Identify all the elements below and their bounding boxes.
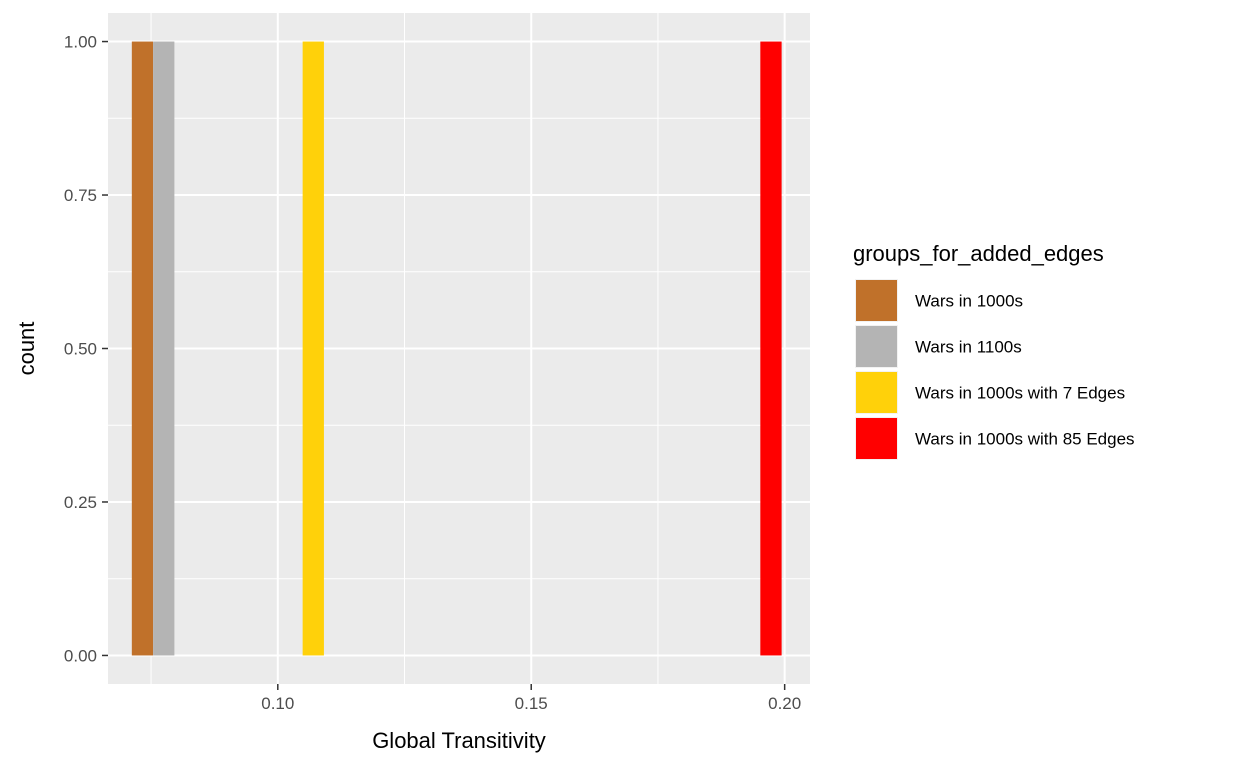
bar <box>760 41 782 656</box>
bar <box>131 41 154 656</box>
legend-label: Wars in 1000s with 7 Edges <box>915 384 1125 403</box>
x-tick-label: 0.15 <box>515 694 548 713</box>
legend-items: Wars in 1000s Wars in 1100s Wars in 1000s … <box>855 279 1135 460</box>
legend-title: groups_for_added_edges <box>853 241 1104 266</box>
x-tick-label: 0.20 <box>768 694 801 713</box>
y-tick-label: 0.00 <box>64 646 97 665</box>
legend-key <box>856 326 897 367</box>
x-axis-title: Global Transitivity <box>372 728 546 753</box>
legend: groups_for_added_edges Wars in 1000sWars… <box>853 241 1135 460</box>
y-axis-title: count <box>14 322 39 376</box>
x-axis: 0.10 0.15 0.20 <box>261 684 801 713</box>
y-tick-label: 0.25 <box>64 493 97 512</box>
legend-label: Wars in 1000s <box>915 292 1023 311</box>
legend-key <box>856 418 897 459</box>
y-tick-label: 0.75 <box>64 186 97 205</box>
x-tick-label: 0.10 <box>261 694 294 713</box>
grid-major <box>108 13 810 684</box>
legend-key <box>856 280 897 321</box>
bars <box>131 41 782 656</box>
y-tick-label: 1.00 <box>64 33 97 52</box>
bar <box>302 41 324 656</box>
legend-label: Wars in 1000s with 85 Edges <box>915 430 1135 449</box>
legend-key <box>856 372 897 413</box>
legend-label: Wars in 1100s <box>915 338 1022 357</box>
y-tick-label: 0.50 <box>64 340 97 359</box>
bar <box>153 41 175 656</box>
y-axis: 0.00 0.25 0.50 0.75 1.00 <box>64 33 108 665</box>
